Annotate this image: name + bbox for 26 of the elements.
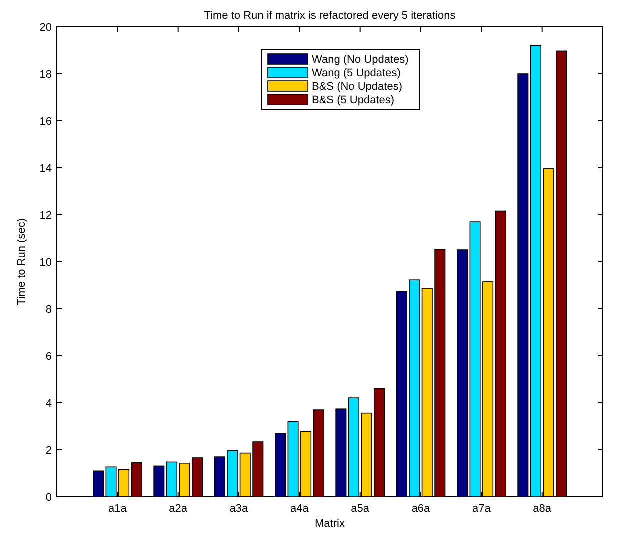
x-tick-label: a2a: [169, 503, 188, 515]
legend-label: Wang (No Updates): [312, 54, 409, 66]
y-tick-label: 14: [40, 162, 52, 175]
x-tick-label: a5a: [351, 503, 370, 515]
y-tick-label: 12: [40, 210, 52, 222]
x-tick-label: a1a: [108, 503, 128, 515]
y-tick-label: 4: [46, 398, 52, 410]
y-tick-label: 18: [40, 68, 52, 81]
x-tick-label: a8a: [533, 503, 552, 515]
chart-title: Time to Run if matrix is refactored every 5 iterations: [204, 10, 456, 22]
x-tick-label: a4a: [290, 503, 310, 515]
y-tick-label: 16: [40, 116, 52, 128]
y-axis-title: Time to Run (sec): [16, 218, 28, 306]
x-tick-label: a3a: [230, 503, 250, 515]
y-tick-label: 2: [46, 444, 52, 457]
y-tick-label: 8: [46, 304, 52, 316]
x-tick-label: a6a: [412, 503, 432, 515]
legend-label: B&S (No Updates): [312, 81, 402, 94]
legend-label: Wang (5 Updates): [312, 68, 401, 80]
x-tick-label: a7a: [472, 503, 492, 515]
x-axis-title: Matrix: [315, 518, 346, 530]
y-tick-label: 10: [40, 256, 52, 269]
y-tick-label: 0: [46, 492, 52, 504]
legend-label: B&S (5 Updates): [312, 94, 395, 107]
y-tick-label: 6: [46, 350, 52, 363]
y-tick-label: 20: [40, 22, 52, 34]
